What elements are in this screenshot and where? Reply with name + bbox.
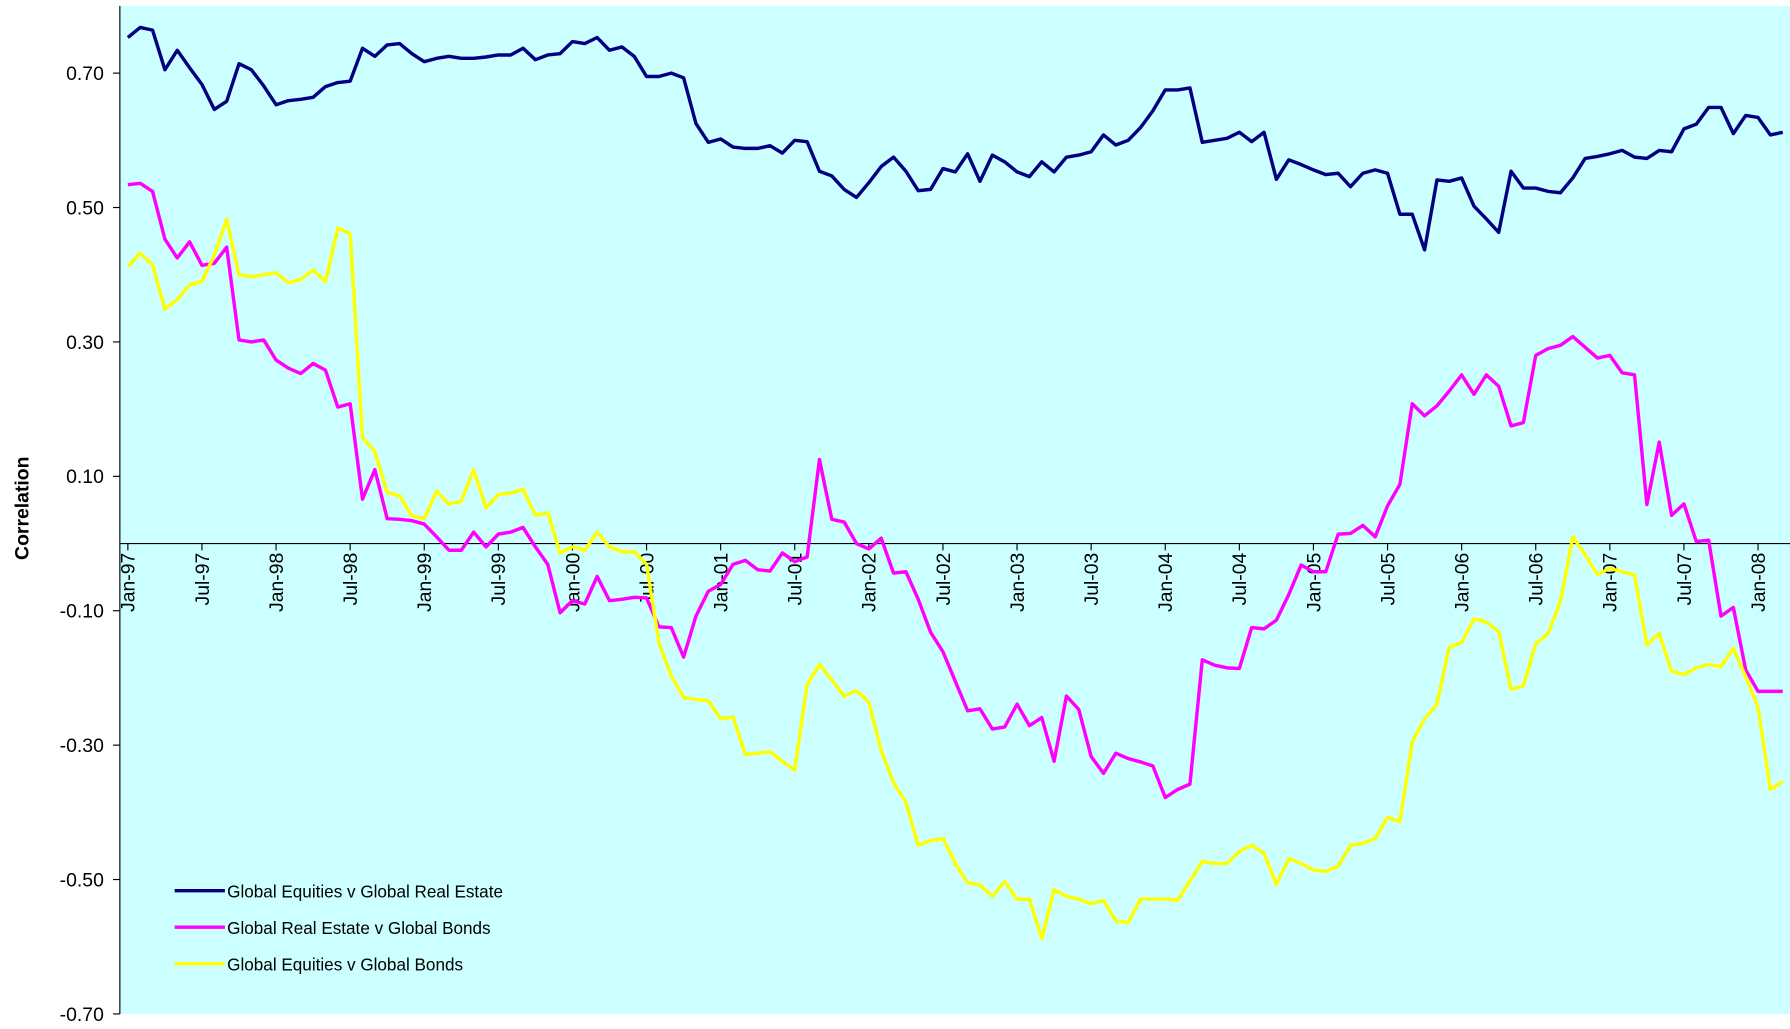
legend-label: Global Real Estate v Global Bonds xyxy=(227,919,490,938)
x-tick-label: Jan-98 xyxy=(266,553,288,612)
y-tick-label: 0.70 xyxy=(66,63,104,85)
x-tick-label: Jul-02 xyxy=(933,553,955,606)
x-tick-label: Jul-98 xyxy=(340,553,362,606)
y-tick-label: -0.50 xyxy=(60,869,104,891)
x-tick-label: Jan-05 xyxy=(1303,553,1325,612)
x-tick-label: Jan-02 xyxy=(859,553,881,612)
y-tick-label: 0.50 xyxy=(66,197,104,219)
x-tick-label: Jul-05 xyxy=(1377,553,1399,606)
x-tick-label: Jul-03 xyxy=(1081,553,1103,606)
x-tick-label: Jan-08 xyxy=(1748,553,1770,612)
y-tick-label: 0.10 xyxy=(66,466,104,488)
x-tick-label: Jan-99 xyxy=(414,553,436,612)
y-tick-label: -0.30 xyxy=(60,735,104,757)
y-axis-label: Correlation xyxy=(12,457,34,560)
y-tick-label: -0.70 xyxy=(60,1004,104,1026)
x-tick-label: Jul-99 xyxy=(488,553,510,606)
x-tick-label: Jul-01 xyxy=(785,553,807,606)
legend-label: Global Equities v Global Bonds xyxy=(227,956,463,975)
series-line xyxy=(126,25,1784,252)
y-tick-label: -0.10 xyxy=(60,601,104,623)
legend-label: Global Equities v Global Real Estate xyxy=(227,883,503,902)
x-tick-label: Jul-97 xyxy=(192,553,214,606)
x-tick-label: Jan-07 xyxy=(1600,553,1622,612)
x-tick-label: Jan-97 xyxy=(118,553,140,612)
x-tick-label: Jan-04 xyxy=(1155,552,1177,612)
series-line xyxy=(126,217,1784,941)
x-tick-label: Jul-04 xyxy=(1229,552,1251,605)
x-tick-label: Jan-06 xyxy=(1451,553,1473,612)
x-tick-label: Jul-06 xyxy=(1526,553,1548,606)
x-tick-label: Jan-03 xyxy=(1007,553,1029,612)
series-line xyxy=(127,181,1783,800)
x-tick-label: Jul-07 xyxy=(1674,553,1696,606)
y-tick-label: 0.30 xyxy=(66,332,104,354)
x-tick-label: Jan-00 xyxy=(562,552,584,612)
